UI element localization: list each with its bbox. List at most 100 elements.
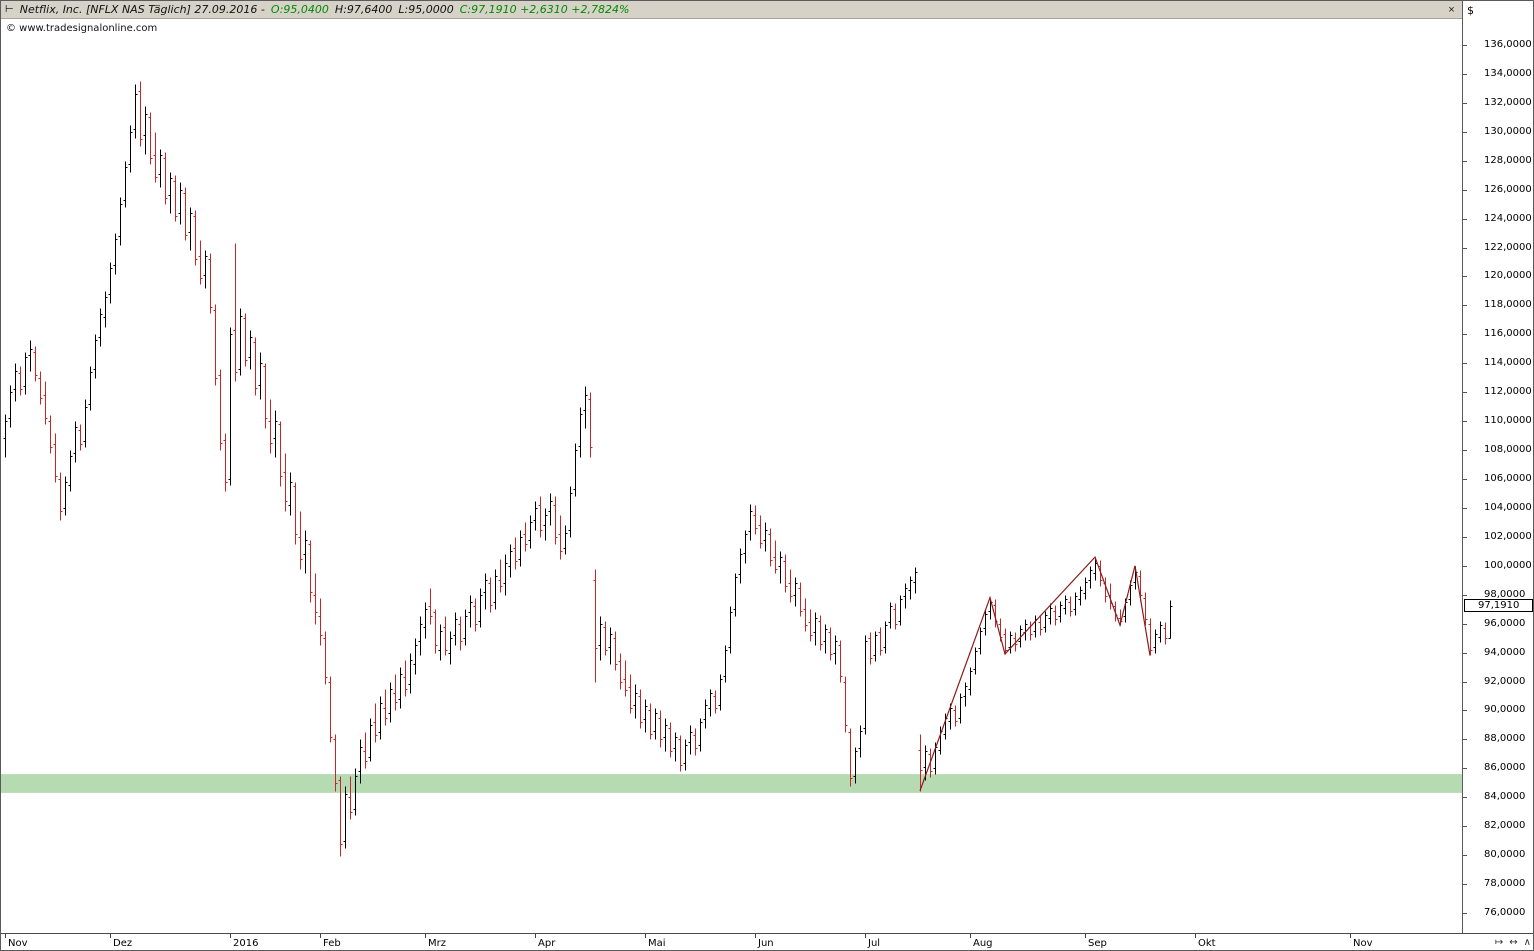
ohlc-bar (1038, 616, 1043, 636)
price-tick (1463, 103, 1467, 104)
price-tick-label: 104,0000 (1484, 502, 1532, 513)
ohlc-bar (363, 732, 368, 769)
price-tick-label: 78,0000 (1484, 878, 1526, 889)
time-axis[interactable]: Nov Dez 2016 Feb Mrz Apr Mai Jun Jul Aug Sep Okt Nov… (1, 933, 1533, 950)
ohlc-bar (278, 421, 283, 487)
axis-collapse-icon[interactable]: ∧ (1523, 937, 1531, 948)
ohlc-bar (908, 576, 913, 600)
ohlc-bar (23, 352, 28, 395)
ohlc-bar (143, 106, 148, 155)
price-tick-label: 108,0000 (1484, 444, 1532, 455)
ohlc-bar (628, 674, 633, 714)
price-tick (1463, 739, 1467, 740)
ohlc-bar (708, 689, 713, 717)
ohlc-bar (358, 739, 363, 784)
chart-title: Netflix, Inc. [NFLX NAS Täglich] 27.09.2… (19, 3, 265, 16)
ohlc-bar (783, 554, 788, 593)
price-tick (1463, 913, 1467, 914)
close-button[interactable]: × (1444, 2, 1459, 17)
price-tick (1463, 219, 1467, 220)
month-tick (755, 934, 756, 938)
ohlc-bar (63, 476, 68, 516)
ohlc-bar (163, 152, 168, 205)
ohlc-bar (833, 635, 838, 665)
ohlc-bar (118, 197, 123, 246)
ohlc-bar (1163, 622, 1168, 645)
ohlc-bar (973, 647, 978, 675)
ohlc-bar (913, 567, 918, 594)
price-tick-label: 96,0000 (1484, 618, 1526, 629)
ohlc-bar (953, 705, 958, 727)
ohlc-bar (603, 621, 608, 656)
price-tick-label: 76,0000 (1484, 907, 1526, 918)
ohlc-bar (213, 304, 218, 386)
price-axis[interactable]: $ 136,0000 134,0000 132,0000 130,0000 128,00… (1462, 1, 1533, 933)
ohlc-bar (1008, 631, 1013, 654)
price-tick-label: 136,0000 (1484, 39, 1532, 50)
month-label: Jun (758, 938, 774, 949)
price-tick (1463, 884, 1467, 885)
ohlc-bar (573, 443, 578, 497)
ohlc-bar (283, 453, 288, 512)
jump-to-end-icon[interactable]: ↦ (1494, 937, 1504, 948)
ohlc-bar (273, 410, 278, 458)
ohlc-bar (563, 525, 568, 555)
ohlc-bar (1073, 592, 1078, 616)
ohlc-bar (298, 511, 303, 570)
price-tick (1463, 479, 1467, 480)
ohlc-bar (453, 612, 458, 646)
month-label: Mrz (428, 938, 446, 949)
ohlc-bar (828, 627, 833, 661)
price-chart[interactable] (1, 1, 1462, 933)
ohlc-bar (183, 187, 188, 241)
month-label: Jul (868, 938, 881, 949)
ohlc-bar (493, 569, 498, 610)
ohlc-bar (1078, 586, 1083, 606)
ohlc-bar (468, 595, 473, 628)
ohlc-bar (713, 690, 718, 714)
ohlc-bar (818, 615, 823, 651)
horizontal-scroll-icon[interactable]: ↔ (1509, 937, 1518, 948)
price-tick (1463, 190, 1467, 191)
ohlc-bar (613, 631, 618, 671)
month-label: Nov (8, 938, 28, 949)
ohlc-bar (758, 515, 763, 549)
price-tick-label: 126,0000 (1484, 184, 1532, 195)
support-zone (1, 774, 1462, 793)
ohlc-bar (8, 385, 13, 428)
price-tick-label: 132,0000 (1484, 97, 1532, 108)
ohlc-bar (288, 472, 293, 516)
ohlc-bar (38, 371, 43, 405)
ohlc-bar (538, 496, 543, 538)
price-tick (1463, 74, 1467, 75)
price-tick (1463, 276, 1467, 277)
ohlc-bar (1088, 566, 1093, 589)
ohlc-bar (93, 334, 98, 379)
ohlc-bar (223, 433, 228, 492)
ohlc-bar (888, 602, 893, 629)
price-tick (1463, 363, 1467, 364)
ohlc-bar (738, 548, 743, 584)
ohlc-bar (748, 504, 753, 541)
ohlc-bar (68, 450, 73, 492)
ohlc-bar (3, 414, 8, 458)
ohlc-bar (1048, 603, 1053, 625)
ohlc-bar (388, 682, 393, 723)
ohlc-bar (78, 424, 83, 451)
ohlc-bar (398, 667, 403, 709)
ohlc-bar (968, 667, 973, 696)
ohlc-bar (1148, 618, 1153, 656)
ohlc-bar (1168, 600, 1173, 639)
ohlc-bar (253, 337, 258, 396)
month-tick (230, 934, 231, 938)
ohlc-bar (348, 776, 353, 820)
price-tick (1463, 826, 1467, 827)
zigzag-line (919, 555, 1151, 792)
price-tick (1463, 566, 1467, 567)
ohlc-bar (853, 747, 858, 784)
price-tick (1463, 797, 1467, 798)
ohlc-bar (533, 501, 538, 531)
ohlc-bar (238, 308, 243, 376)
ohlc-bar (353, 768, 358, 816)
ohlc-bar (718, 674, 723, 711)
